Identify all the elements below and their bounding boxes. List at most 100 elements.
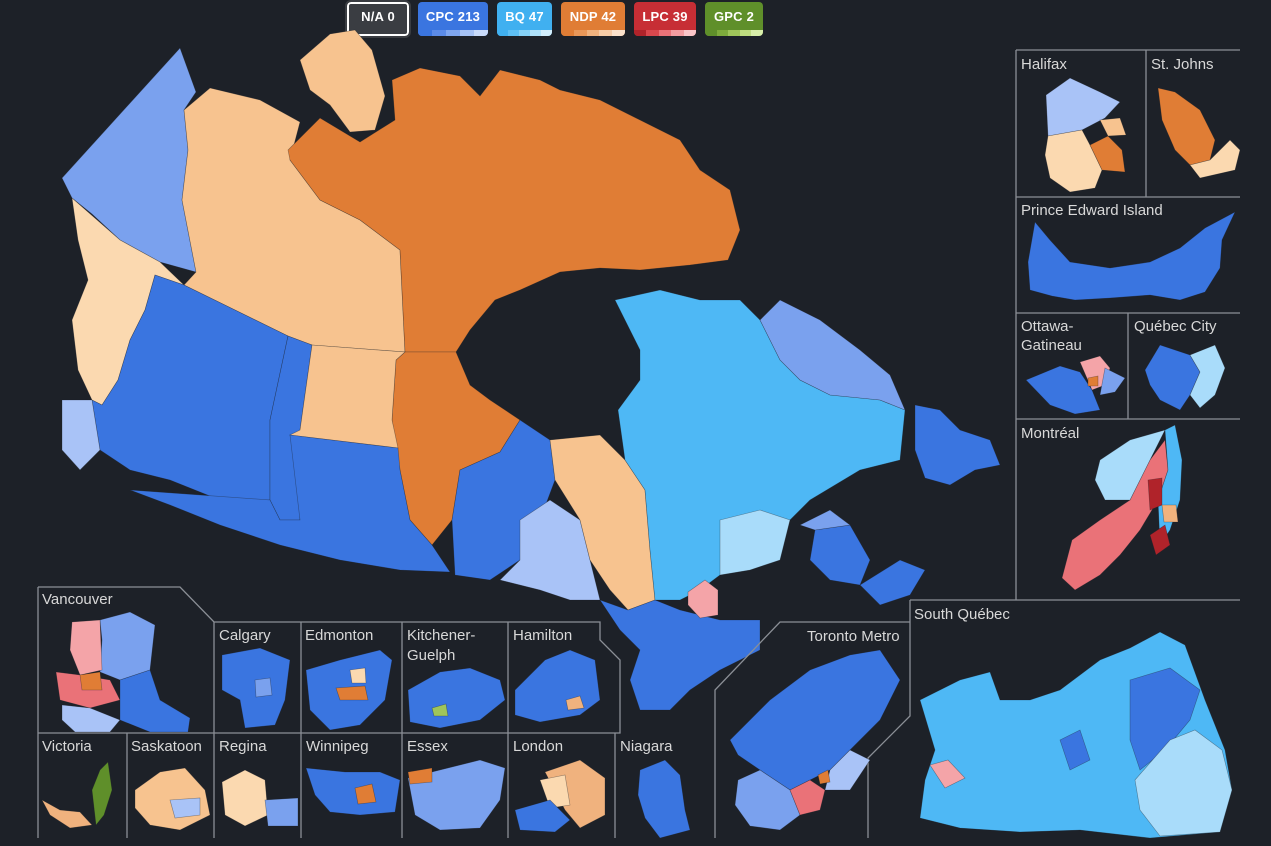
inset-montreal: Montréal <box>1021 424 1183 591</box>
riding-abitibi-baie-james-nunavik-eeyou[interactable] <box>614 289 906 601</box>
inset-label-edmonton: Edmonton <box>305 627 373 644</box>
riding-ottawa-vanier[interactable] <box>1087 375 1099 387</box>
riding-shefford[interactable] <box>1059 729 1091 771</box>
riding-dartmouth[interactable] <box>1099 117 1127 137</box>
inset-toronto: Toronto Metro <box>729 628 901 831</box>
riding-southern-ontario[interactable] <box>599 599 761 711</box>
legend-swatch <box>739 30 752 36</box>
riding-orleans[interactable] <box>1099 367 1126 396</box>
riding-london-west[interactable] <box>514 799 571 833</box>
legend-swatch <box>530 30 541 36</box>
riding-southern-prairies[interactable] <box>129 434 451 573</box>
riding-pei[interactable] <box>1027 211 1236 301</box>
inset-victoria: Victoria <box>41 738 113 829</box>
riding-thunder-bay[interactable] <box>499 499 601 601</box>
legend-button-cpc[interactable]: CPC 213 <box>418 2 488 36</box>
riding-hamilton-centre[interactable] <box>565 695 585 711</box>
legend-swatch <box>634 30 647 36</box>
riding-regina[interactable] <box>221 769 269 827</box>
legend-swatch <box>586 30 600 36</box>
legend-swatch-strip <box>634 30 696 36</box>
inset-label-halifax: Halifax <box>1021 56 1067 73</box>
riding-hamilton[interactable] <box>514 649 601 723</box>
riding-toronto-west[interactable] <box>734 769 801 831</box>
riding-esquimalt[interactable] <box>41 799 93 829</box>
riding-regina-east[interactable] <box>264 797 299 827</box>
riding-kitchener[interactable] <box>407 667 506 729</box>
inset-niagara: Niagara <box>620 738 691 839</box>
riding-winnipeg[interactable] <box>305 767 401 816</box>
riding-arctic-island-west[interactable] <box>299 29 386 133</box>
riding-edmonton-strathcona[interactable] <box>335 685 369 701</box>
riding-laurier[interactable] <box>1149 524 1171 556</box>
riding-surrey[interactable] <box>119 669 191 733</box>
legend-button-ndp[interactable]: NDP 42 <box>561 2 625 36</box>
riding-st-johns-south[interactable] <box>1189 139 1241 179</box>
inset-label-london: London <box>513 738 563 755</box>
legend-button-gpc[interactable]: GPC 2 <box>705 2 763 36</box>
riding-london-centre[interactable] <box>539 774 571 809</box>
riding-west-vancouver[interactable] <box>69 619 103 676</box>
inset-label-ottawa-2: Gatineau <box>1021 337 1082 354</box>
riding-guelph[interactable] <box>431 703 449 717</box>
riding-st-johns-east[interactable] <box>1157 87 1216 166</box>
inset-label-south-quebec: South Québec <box>914 606 1010 623</box>
riding-essex[interactable] <box>407 759 506 831</box>
legend-swatch <box>612 30 625 36</box>
inset-vancouver: Vancouver <box>42 591 191 733</box>
riding-montreal-north[interactable] <box>1094 429 1166 501</box>
riding-halifax-west[interactable] <box>1045 77 1121 137</box>
riding-pontiac[interactable] <box>687 579 719 619</box>
legend-button-lpc[interactable]: LPC 39 <box>634 2 696 36</box>
riding-estrie[interactable] <box>1134 729 1233 837</box>
riding-niagara[interactable] <box>637 759 691 839</box>
riding-saanich-gulf-islands[interactable] <box>91 761 113 826</box>
riding-newfoundland[interactable] <box>914 404 1001 486</box>
riding-winnipeg-centre[interactable] <box>354 783 377 805</box>
riding-saskatoon-west[interactable] <box>169 797 201 819</box>
riding-scarborough[interactable] <box>824 749 871 791</box>
riding-ottawa-west[interactable] <box>1025 365 1101 415</box>
legend-label: LPC 39 <box>642 9 688 24</box>
riding-gaspesie[interactable] <box>799 509 851 531</box>
riding-halifax[interactable] <box>1089 135 1126 173</box>
legend-swatch <box>519 30 530 36</box>
legend-label: GPC 2 <box>713 9 754 24</box>
inset-label-st-johns: St. Johns <box>1151 56 1214 73</box>
inset-label-essex: Essex <box>407 738 448 755</box>
riding-cote-nord[interactable] <box>719 509 791 576</box>
riding-toronto-centre[interactable] <box>789 779 826 816</box>
inset-south-quebec: South Québec <box>914 606 1233 839</box>
riding-vancouver-east[interactable] <box>79 671 103 691</box>
riding-south-quebec-lpc[interactable] <box>929 759 966 789</box>
legend-button-na[interactable]: N/A 0 <box>345 0 411 38</box>
riding-toronto-north[interactable] <box>729 649 901 791</box>
legend-swatch <box>561 30 574 36</box>
riding-quebec-east[interactable] <box>1129 667 1201 771</box>
riding-windsor[interactable] <box>407 767 433 785</box>
inset-calgary: Calgary <box>219 627 291 729</box>
riding-north-vancouver[interactable] <box>99 611 156 681</box>
riding-edmonton-griesbach[interactable] <box>349 667 367 684</box>
riding-bc-coast[interactable] <box>61 399 101 471</box>
legend-swatch <box>646 30 659 36</box>
riding-hochelaga[interactable] <box>1161 504 1179 523</box>
riding-new-brunswick[interactable] <box>809 524 871 586</box>
inset-london: London <box>513 738 606 833</box>
riding-sackville[interactable] <box>1044 129 1103 193</box>
inset-label-montreal: Montréal <box>1021 425 1079 442</box>
riding-richmond[interactable] <box>61 704 121 733</box>
riding-nova-scotia[interactable] <box>859 559 926 606</box>
riding-papineau[interactable] <box>1147 477 1163 511</box>
legend-swatch <box>728 30 740 36</box>
riding-toronto-danforth[interactable] <box>817 769 831 785</box>
inset-winnipeg: Winnipeg <box>305 738 401 816</box>
legend-swatch <box>705 30 717 36</box>
inset-label-vancouver: Vancouver <box>42 591 113 608</box>
riding-labrador[interactable] <box>759 299 906 411</box>
riding-calgary-centre[interactable] <box>254 677 273 698</box>
legend-button-bq[interactable]: BQ 47 <box>497 2 552 36</box>
riding-beauport[interactable] <box>1189 344 1226 409</box>
inset-label-winnipeg: Winnipeg <box>306 738 369 755</box>
riding-desnethe-missinippi-churchill-river[interactable] <box>288 344 406 449</box>
